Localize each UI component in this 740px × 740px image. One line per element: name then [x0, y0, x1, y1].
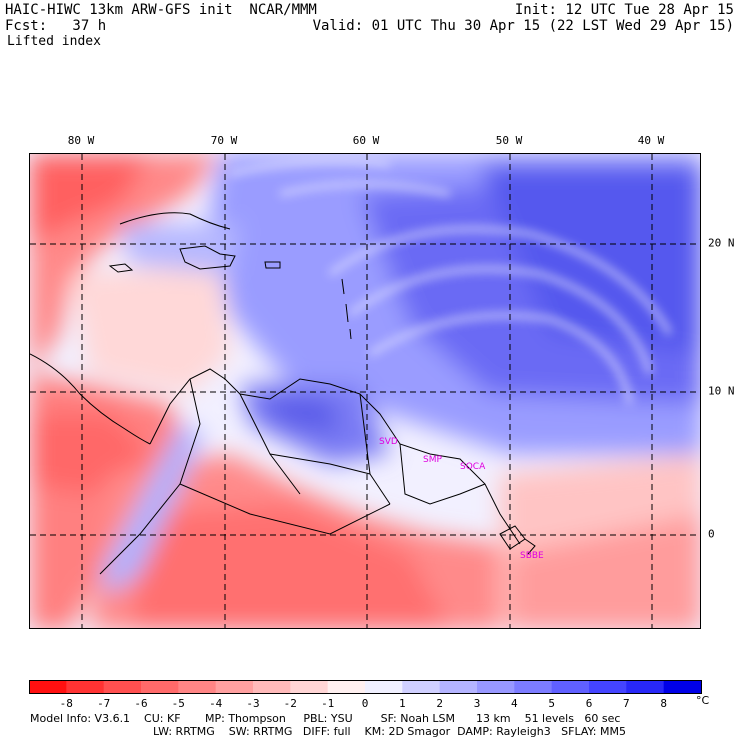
station-labels: SVD SMP SOCA SBBE	[379, 437, 544, 561]
colorbar-tick-label: 3	[473, 697, 481, 710]
colorbar-swatch	[103, 680, 142, 694]
colorbar-swatch	[477, 680, 515, 694]
colorbar-swatch	[439, 680, 478, 694]
lat-label-10n: 10 N	[708, 384, 735, 398]
colorbar-tick-label: 2	[436, 697, 443, 710]
colorbar-swatch	[514, 680, 553, 694]
colorbar	[29, 680, 702, 694]
colorbar-swatch	[365, 680, 403, 694]
station-svd: SVD	[379, 437, 398, 447]
colorbar-tick-label: -4	[209, 697, 223, 710]
colorbar-tick-label: 7	[622, 697, 630, 710]
model-title: HAIC-HIWC 13km ARW-GFS init NCAR/MMM	[5, 2, 317, 18]
field-pos-andes	[100, 424, 205, 594]
coastlines	[30, 212, 536, 575]
colorbar-tick-label: 0	[361, 697, 369, 710]
station-smp: SMP	[423, 455, 442, 465]
station-soca: SOCA	[460, 462, 486, 472]
lat-lon-grid	[30, 154, 700, 628]
lat-label-20n: 20 N	[708, 236, 735, 250]
model-info-line-1: Model Info: V3.6.1 CU: KF MP: Thompson P…	[30, 712, 621, 725]
colorbar-tick-label: -7	[97, 697, 111, 710]
colorbar-swatch	[589, 680, 627, 694]
colorbar-swatch	[551, 680, 590, 694]
lon-label-60w: 60 W	[352, 134, 380, 147]
lat-label-0: 0	[708, 527, 715, 541]
colorbar-swatch	[253, 680, 291, 694]
valid-time: Valid: 01 UTC Thu 30 Apr 15 (22 LST Wed …	[312, 18, 734, 34]
lon-label-50w: 50 W	[495, 134, 523, 147]
lon-label-80w: 80 W	[67, 134, 95, 147]
colorbar-swatch	[402, 680, 441, 694]
colorbar-swatch	[66, 680, 105, 694]
colorbar-swatch	[178, 680, 217, 694]
colorbar-tick-label: -8	[59, 697, 73, 710]
model-info-line-2: LW: RRTMG SW: RRTMG DIFF: full KM: 2D Sm…	[153, 725, 626, 738]
colorbar-swatch	[663, 680, 702, 694]
colorbar-tick-label: 1	[398, 697, 406, 710]
init-time: Init: 12 UTC Tue 28 Apr 15	[514, 2, 734, 18]
colorbar-swatch	[29, 680, 67, 694]
colorbar-swatch	[327, 680, 366, 694]
colorbar-swatch	[215, 680, 254, 694]
forecast-hour: Fcst: 37 h	[5, 18, 107, 34]
colorbar-tick-label: -5	[171, 697, 185, 710]
colorbar-tick-label: 5	[548, 697, 555, 710]
colorbar-swatch	[626, 680, 665, 694]
colorbar-swatch	[290, 680, 329, 694]
colorbar-tick-label: 4	[510, 697, 518, 710]
colorbar-swatch	[141, 680, 179, 694]
lon-label-70w: 70 W	[210, 134, 238, 147]
lifted-index-map: SVD SMP SOCA SBBE	[29, 153, 701, 629]
field-name: Lifted index	[7, 34, 101, 49]
lon-label-40w: 40 W	[637, 134, 665, 147]
colorbar-unit: °C	[696, 694, 710, 707]
colorbar-tick-label: -2	[283, 697, 297, 710]
colorbar-tick-label: -3	[246, 697, 260, 710]
colorbar-tick-label: -6	[134, 697, 148, 710]
colorbar-tick-label: -1	[321, 697, 335, 710]
station-sbbe: SBBE	[520, 551, 544, 561]
colorbar-tick-label: 6	[585, 697, 593, 710]
map-svg: SVD SMP SOCA SBBE	[30, 154, 700, 628]
colorbar-tick-label: 8	[660, 697, 667, 710]
